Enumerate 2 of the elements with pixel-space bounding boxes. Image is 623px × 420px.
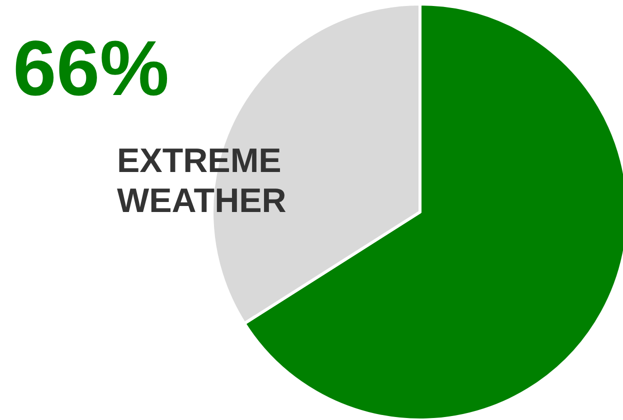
text: EXTREME WEATHER xyxy=(117,142,291,220)
chart-title: 66% xyxy=(13,24,170,112)
